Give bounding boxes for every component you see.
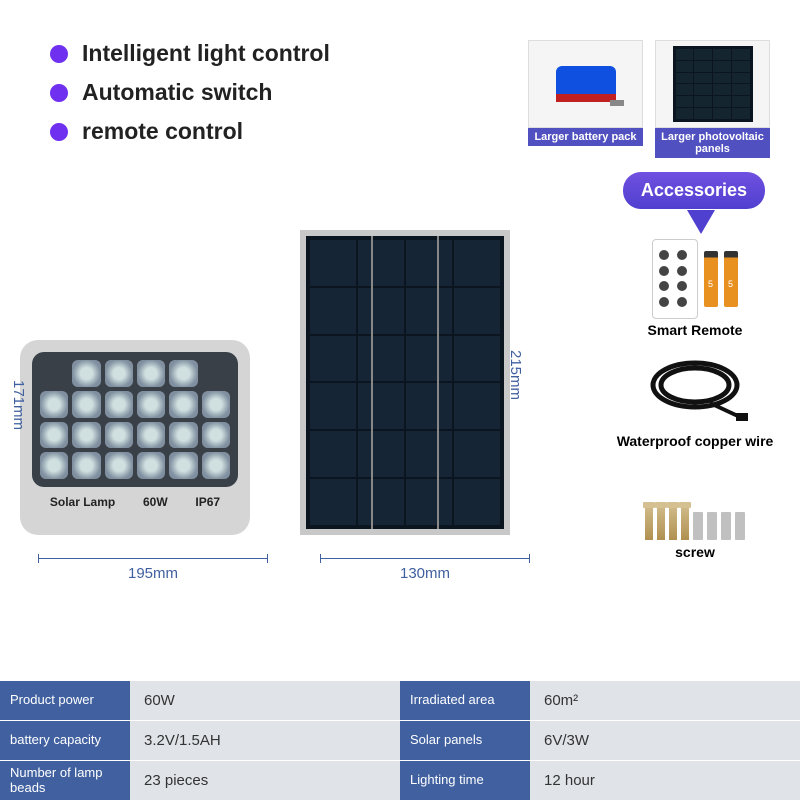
feature-text: Intelligent light control [82, 40, 330, 67]
lamp-width-label: 195mm [38, 565, 268, 582]
spec-row: Product power 60W Irradiated area 60m² [0, 680, 800, 720]
accessory-wire: Waterproof copper wire [615, 351, 775, 450]
panel-image [300, 230, 510, 535]
accessories-list: Smart Remote Waterproof copper wire scre… [615, 240, 775, 572]
mini-panel-image [655, 40, 770, 128]
feature-item: remote control [50, 118, 330, 145]
spec-label: battery capacity [0, 721, 130, 760]
dimension-arrow [320, 558, 530, 559]
top-thumbnails: Larger battery pack Larger photovoltaic … [528, 40, 770, 158]
dimension-arrow [38, 558, 268, 559]
feature-item: Intelligent light control [50, 40, 330, 67]
battery-icon [724, 251, 738, 307]
battery-icon [704, 251, 718, 307]
panel-width-label: 130mm [320, 565, 530, 582]
accessory-screws: screw [615, 462, 775, 561]
lamp-rating: IP67 [195, 495, 220, 509]
accessory-remote: Smart Remote [615, 240, 775, 339]
panel-height-label: 215mm [507, 350, 524, 400]
spec-label: Product power [0, 681, 130, 720]
spec-value: 12 hour [530, 761, 800, 800]
spec-value: 60m² [530, 681, 800, 720]
spec-value: 3.2V/1.5AH [130, 721, 400, 760]
arrow-down-icon [687, 210, 715, 234]
spec-label: Solar panels [400, 721, 530, 760]
wire-image [615, 351, 775, 429]
accessories-badge: Accessories [623, 172, 765, 209]
feature-text: Automatic switch [82, 79, 272, 106]
bullet-icon [50, 84, 68, 102]
accessory-label: Waterproof copper wire [615, 433, 775, 450]
spec-table: Product power 60W Irradiated area 60m² b… [0, 680, 800, 800]
bullet-icon [50, 45, 68, 63]
lamp-height-label: 171mm [10, 380, 27, 430]
spec-label: Lighting time [400, 761, 530, 800]
spec-label: Number of lamp beads [0, 761, 130, 800]
accessory-label: Smart Remote [615, 322, 775, 339]
feature-list: Intelligent light control Automatic swit… [50, 40, 330, 157]
spec-row: Number of lamp beads 23 pieces Lighting … [0, 760, 800, 800]
thumb-label: Larger photovoltaic panels [655, 128, 770, 158]
thumb-panel: Larger photovoltaic panels [655, 40, 770, 158]
lamp-image: Solar Lamp 60W IP67 [20, 340, 250, 535]
remote-image [615, 240, 775, 318]
panel-product: 215mm [300, 230, 510, 535]
accessory-label: screw [615, 544, 775, 561]
feature-text: remote control [82, 118, 243, 145]
spec-value: 23 pieces [130, 761, 400, 800]
lamp-power: 60W [143, 495, 168, 509]
spec-label: Irradiated area [400, 681, 530, 720]
bullet-icon [50, 123, 68, 141]
thumb-battery: Larger battery pack [528, 40, 643, 158]
spec-row: battery capacity 3.2V/1.5AH Solar panels… [0, 720, 800, 760]
screws-image [615, 462, 775, 540]
battery-image [528, 40, 643, 128]
thumb-label: Larger battery pack [528, 128, 643, 146]
spec-value: 6V/3W [530, 721, 800, 760]
main-products: Solar Lamp 60W IP67 171mm [20, 230, 510, 535]
feature-item: Automatic switch [50, 79, 330, 106]
lamp-product: Solar Lamp 60W IP67 171mm [20, 240, 250, 535]
lamp-name: Solar Lamp [50, 495, 115, 509]
spec-value: 60W [130, 681, 400, 720]
